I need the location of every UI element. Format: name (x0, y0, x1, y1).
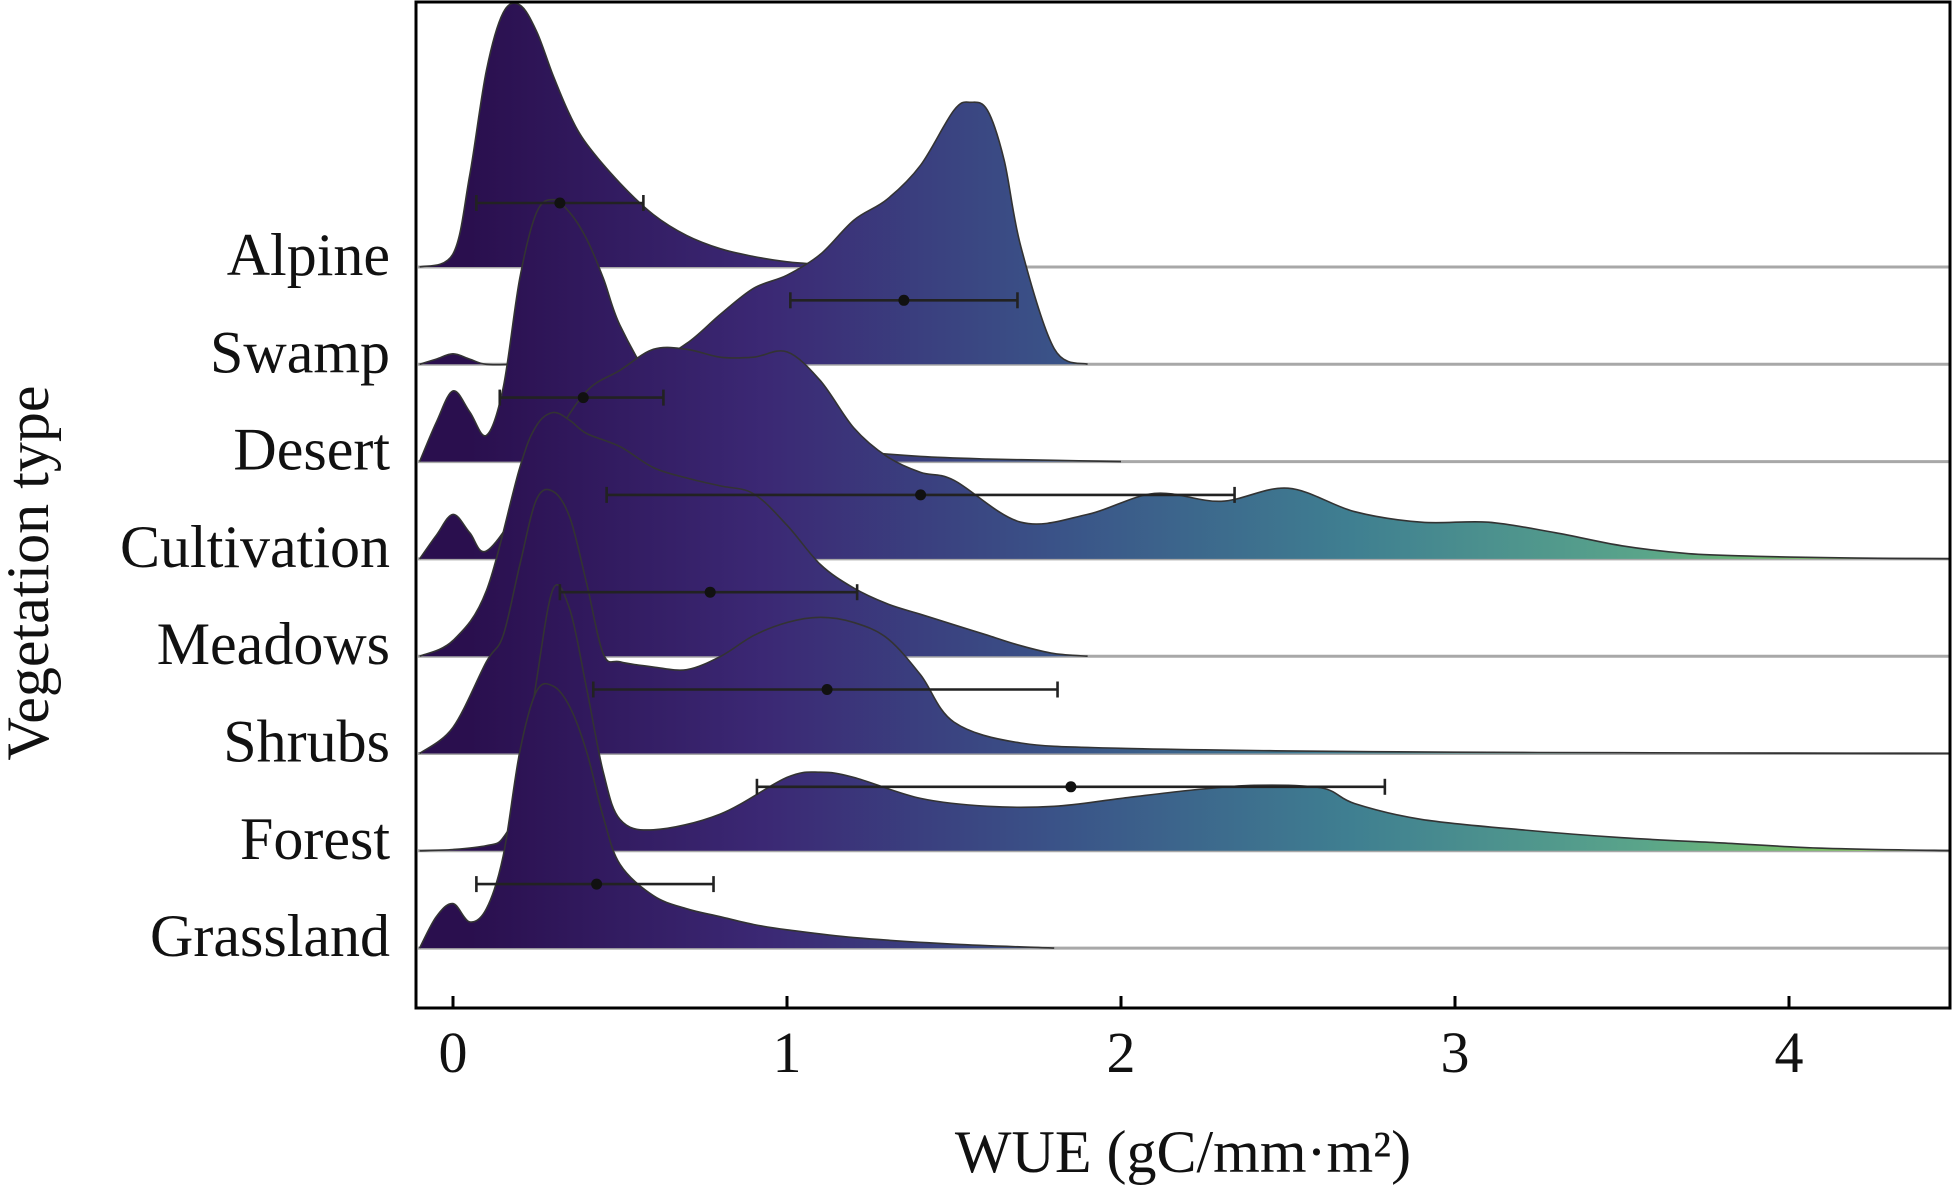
mean-point (704, 586, 716, 598)
ridge-area-alpine (419, 3, 888, 268)
ridge-outline-desert (418, 198, 1122, 463)
ridge-shrubs (418, 488, 1949, 755)
category-label-desert: Desert (233, 417, 390, 483)
ridge-outline-shrubs (419, 488, 1949, 755)
x-tick-label: 3 (1441, 1020, 1470, 1085)
category-label-forest: Forest (240, 806, 390, 872)
category-label-swamp: Swamp (210, 319, 390, 385)
mean-point (554, 197, 566, 209)
mean-point (898, 294, 910, 306)
ridge-outline-meadows (419, 411, 1088, 657)
errorbar-meadows (558, 584, 859, 601)
mean-point (915, 489, 927, 501)
ridge-grassland (418, 682, 1949, 950)
x-axis-title: WUE (gC/mm·m²) (955, 1119, 1411, 1185)
ridge-outline-alpine (419, 2, 888, 268)
errorbar-swamp (789, 292, 1019, 309)
x-tick-label: 2 (1107, 1020, 1136, 1085)
category-label-alpine: Alpine (227, 222, 390, 288)
ridge-outline-forest (419, 583, 1949, 852)
mean-point (1065, 781, 1077, 793)
ridge-area-cultivation (419, 347, 1949, 559)
category-label-shrubs: Shrubs (223, 709, 390, 775)
y-axis-title: Vegetation type (0, 386, 61, 761)
category-label-grassland: Grassland (150, 903, 390, 969)
category-labels: Alpine Swamp Desert Cultivation Meadows Shrub… (120, 222, 390, 969)
errorbar-desert (498, 389, 665, 406)
ridge-area-forest (419, 584, 1949, 851)
ridge-area-shrubs (419, 489, 1949, 754)
mean-point (821, 684, 833, 695)
ridges-layer (418, 2, 1949, 950)
category-label-meadows: Meadows (157, 611, 390, 677)
category-label-cultivation: Cultivation (120, 514, 390, 580)
ridge-alpine (418, 2, 1949, 269)
mean-point (591, 878, 603, 890)
errorbar-cultivation (605, 486, 1236, 503)
errorbar-grassland (475, 876, 715, 893)
mean-point (577, 392, 589, 404)
errorbar-alpine (475, 195, 645, 211)
errorbar-forest (755, 778, 1387, 795)
ridge-forest (418, 583, 1949, 853)
ridge-outline-swamp (419, 101, 1088, 366)
plot-frame (414, 0, 1952, 1010)
x-tick-label: 0 (439, 1020, 468, 1085)
errorbar-layer (475, 195, 1387, 893)
x-tick-label: 4 (1775, 1020, 1804, 1085)
ridge-area-grassland (419, 683, 1055, 949)
ridge-outline-grassland (418, 682, 1055, 949)
x-tick-label: 1 (773, 1020, 802, 1085)
x-axis-ticks: 0 1 2 3 4 (439, 996, 1804, 1085)
errorbar-shrubs (591, 681, 1059, 698)
